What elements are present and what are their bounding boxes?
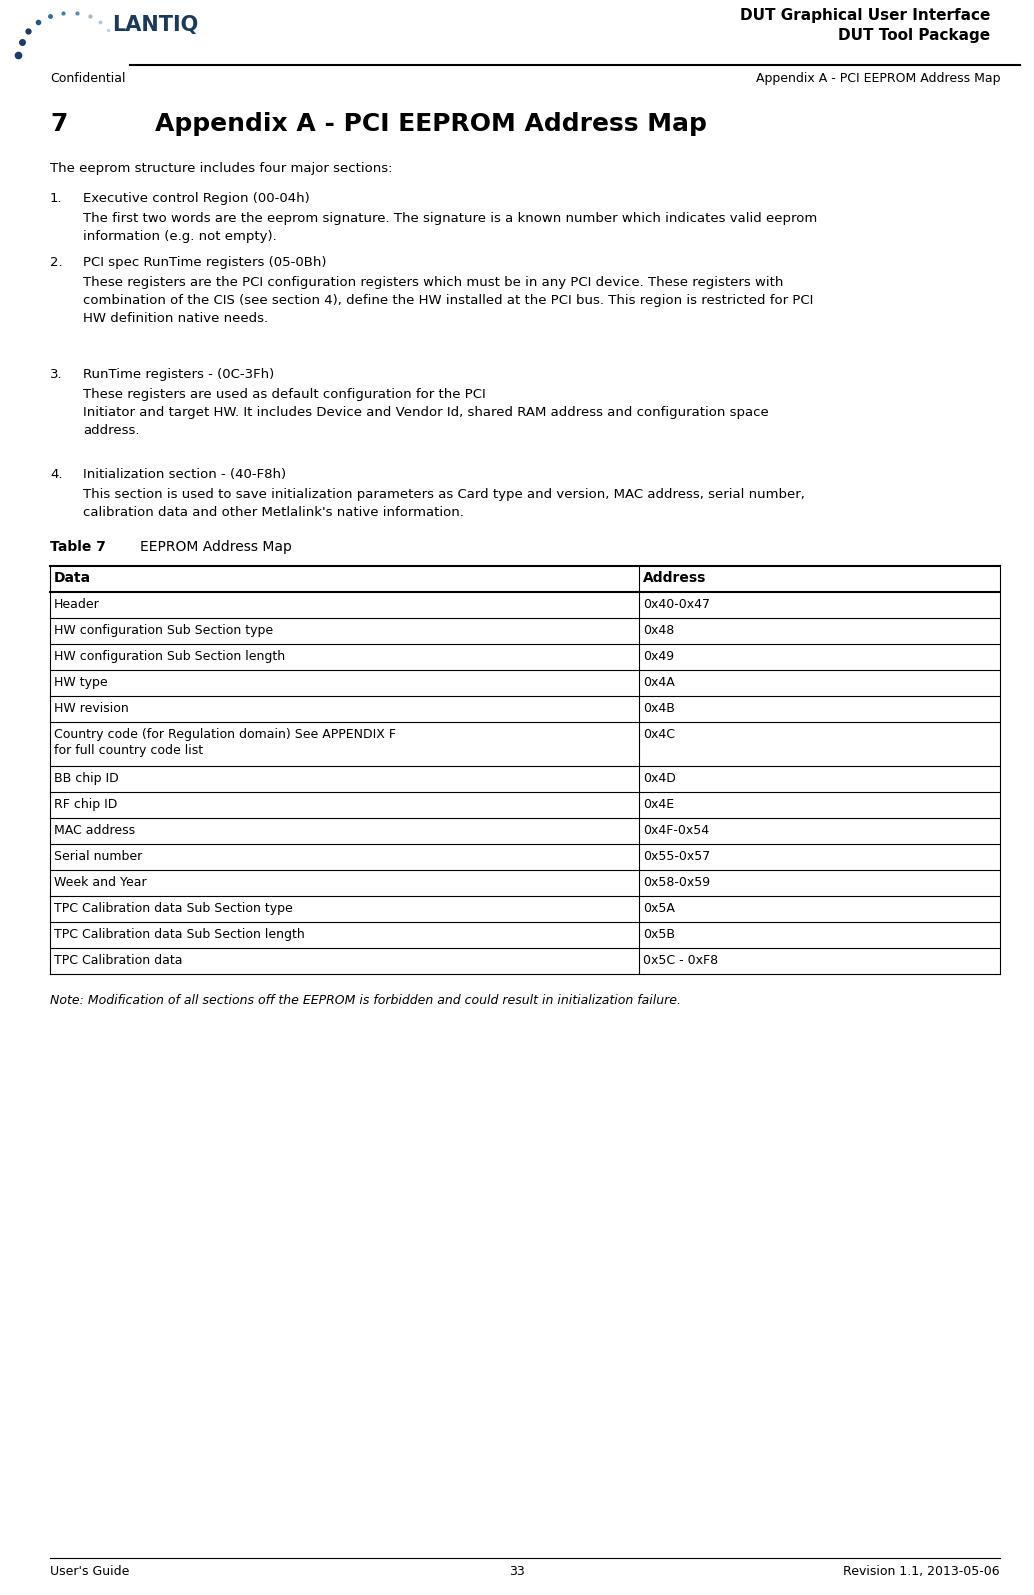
Text: The eeprom structure includes four major sections:: The eeprom structure includes four major… (50, 163, 393, 175)
Text: calibration data and other Metlalink's native information.: calibration data and other Metlalink's n… (83, 506, 464, 518)
Text: Executive control Region (00-04h): Executive control Region (00-04h) (83, 191, 310, 206)
Text: 0x40-0x47: 0x40-0x47 (643, 598, 710, 611)
Text: MAC address: MAC address (54, 825, 135, 837)
Text: 0x55-0x57: 0x55-0x57 (643, 850, 710, 863)
Text: Serial number: Serial number (54, 850, 143, 863)
Text: EEPROM Address Map: EEPROM Address Map (140, 541, 292, 553)
Text: 0x4A: 0x4A (643, 676, 675, 689)
Text: 0x4C: 0x4C (643, 727, 675, 742)
Text: Initiator and target HW. It includes Device and Vendor Id, shared RAM address an: Initiator and target HW. It includes Dev… (83, 407, 768, 419)
Text: DUT Tool Package: DUT Tool Package (838, 29, 990, 43)
Text: 1.: 1. (50, 191, 63, 206)
Text: DUT Graphical User Interface: DUT Graphical User Interface (739, 8, 990, 22)
Text: HW definition native needs.: HW definition native needs. (83, 313, 268, 325)
Text: TPC Calibration data Sub Section length: TPC Calibration data Sub Section length (54, 928, 305, 941)
Text: 7: 7 (50, 112, 67, 136)
Text: The first two words are the eeprom signature. The signature is a known number wh: The first two words are the eeprom signa… (83, 212, 817, 225)
Text: HW revision: HW revision (54, 702, 129, 715)
Text: 0x5C - 0xF8: 0x5C - 0xF8 (643, 954, 719, 967)
Text: Header: Header (54, 598, 99, 611)
Text: 2.: 2. (50, 257, 63, 270)
Text: Appendix A - PCI EEPROM Address Map: Appendix A - PCI EEPROM Address Map (155, 112, 707, 136)
Text: Data: Data (54, 571, 91, 585)
Text: 0x4B: 0x4B (643, 702, 675, 715)
Text: 3.: 3. (50, 368, 63, 381)
Text: Confidential: Confidential (50, 72, 125, 85)
Text: RunTime registers - (0C-3Fh): RunTime registers - (0C-3Fh) (83, 368, 274, 381)
Text: 0x5A: 0x5A (643, 903, 675, 916)
Text: HW type: HW type (54, 676, 108, 689)
Text: combination of the CIS (see section 4), define the HW installed at the PCI bus. : combination of the CIS (see section 4), … (83, 293, 814, 306)
Text: 33: 33 (509, 1565, 525, 1577)
Text: for full country code list: for full country code list (54, 743, 203, 758)
Text: 0x48: 0x48 (643, 624, 674, 636)
Text: TPC Calibration data Sub Section type: TPC Calibration data Sub Section type (54, 903, 293, 916)
Text: User's Guide: User's Guide (50, 1565, 129, 1577)
Text: PCI spec RunTime registers (05-0Bh): PCI spec RunTime registers (05-0Bh) (83, 257, 327, 270)
Text: These registers are the PCI configuration registers which must be in any PCI dev: These registers are the PCI configuratio… (83, 276, 784, 289)
Text: Appendix A - PCI EEPROM Address Map: Appendix A - PCI EEPROM Address Map (756, 72, 1000, 85)
Text: Note: Modification of all sections off the EEPROM is forbidden and could result : Note: Modification of all sections off t… (50, 994, 681, 1006)
Text: 4.: 4. (50, 467, 62, 482)
Text: BB chip ID: BB chip ID (54, 772, 119, 785)
Text: This section is used to save initialization parameters as Card type and version,: This section is used to save initializat… (83, 488, 804, 501)
Text: Revision 1.1, 2013-05-06: Revision 1.1, 2013-05-06 (844, 1565, 1000, 1577)
Text: Country code (for Regulation domain) See APPENDIX F: Country code (for Regulation domain) See… (54, 727, 396, 742)
Text: 0x5B: 0x5B (643, 928, 675, 941)
Text: Table 7: Table 7 (50, 541, 105, 553)
Text: 0x4E: 0x4E (643, 798, 674, 810)
Text: 0x4F-0x54: 0x4F-0x54 (643, 825, 709, 837)
Text: These registers are used as default configuration for the PCI: These registers are used as default conf… (83, 388, 486, 400)
Text: 0x58-0x59: 0x58-0x59 (643, 876, 710, 888)
Text: RF chip ID: RF chip ID (54, 798, 118, 810)
Text: information (e.g. not empty).: information (e.g. not empty). (83, 230, 277, 242)
Text: HW configuration Sub Section length: HW configuration Sub Section length (54, 651, 285, 664)
Text: Address: Address (643, 571, 706, 585)
Text: TPC Calibration data: TPC Calibration data (54, 954, 182, 967)
Text: Initialization section - (40-F8h): Initialization section - (40-F8h) (83, 467, 286, 482)
Text: address.: address. (83, 424, 140, 437)
Text: 0x4D: 0x4D (643, 772, 676, 785)
Text: Week and Year: Week and Year (54, 876, 147, 888)
Text: HW configuration Sub Section type: HW configuration Sub Section type (54, 624, 273, 636)
Text: 0x49: 0x49 (643, 651, 674, 664)
Text: LANTIQ: LANTIQ (112, 14, 199, 35)
